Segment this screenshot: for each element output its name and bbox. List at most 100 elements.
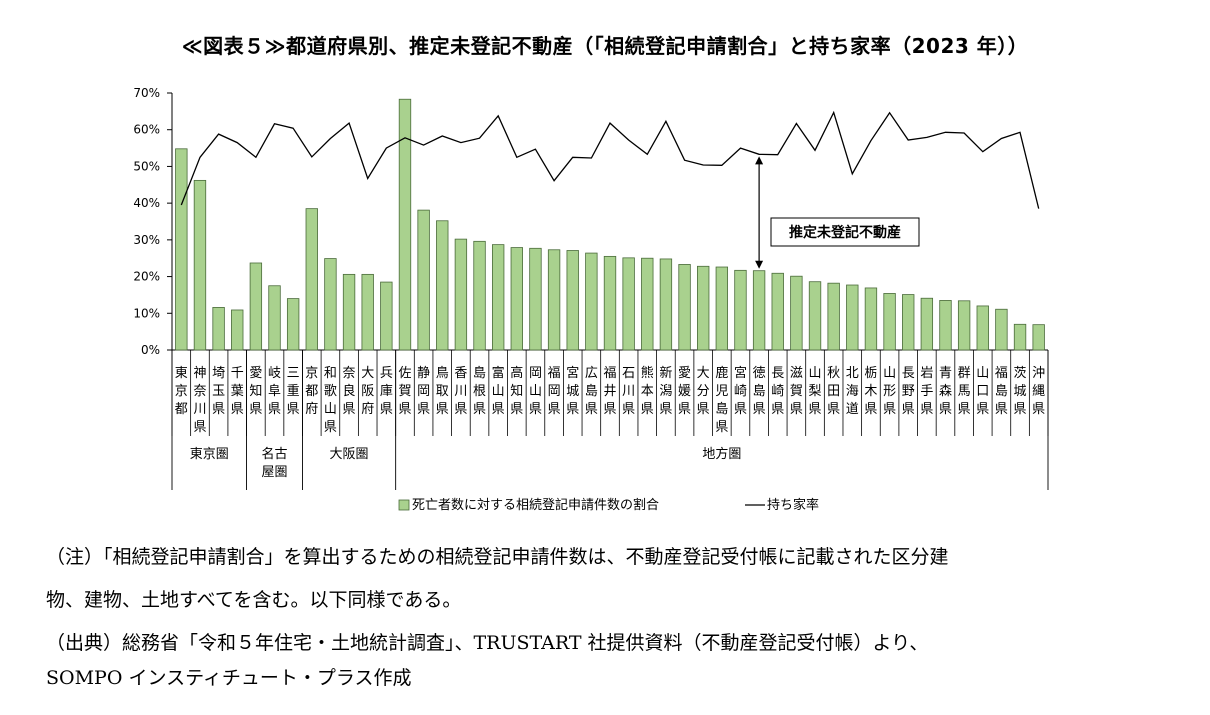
bar	[957, 300, 971, 351]
bar	[510, 247, 523, 351]
annotation-arrowhead-bottom	[755, 260, 764, 269]
y-tick-label: 20%	[133, 270, 160, 284]
bar	[529, 247, 542, 351]
x-tick-label: 長崎県	[771, 366, 784, 417]
bar	[547, 249, 561, 351]
x-tick-label: 京都府	[305, 366, 318, 417]
x-tick-label: 鳥取県	[436, 366, 449, 417]
legend-bar-label: 死亡者数に対する相続登記申請件数の割合	[412, 497, 659, 513]
x-tick-label: 広島県	[585, 366, 598, 417]
x-tick-label: 島根県	[473, 366, 486, 417]
bar	[454, 238, 468, 351]
group-label: 東京圏	[190, 446, 229, 462]
x-tick-label: 和歌山県	[324, 366, 337, 435]
bar	[491, 244, 505, 351]
bar	[212, 307, 225, 351]
x-tick-label: 北海道	[846, 366, 859, 417]
x-tick-label: 福岡県	[548, 366, 561, 417]
bar	[268, 285, 281, 351]
x-tick-label: 鹿児島県	[715, 365, 728, 435]
bar	[659, 258, 673, 351]
bar	[771, 272, 784, 351]
x-tick-label: 高知県	[510, 365, 523, 417]
x-tick-label: 愛媛県	[678, 366, 691, 417]
x-tick-label: 秋田県	[827, 366, 840, 417]
x-tick-label: 奈良県	[343, 366, 356, 417]
y-tick-label: 0%	[141, 343, 160, 357]
x-tick-label: 兵庫県	[380, 366, 393, 417]
bar	[398, 98, 412, 351]
x-tick-label: 岡山県	[529, 366, 542, 417]
bar	[305, 208, 318, 351]
bar	[249, 262, 263, 351]
x-tick-label: 千葉県	[231, 366, 244, 417]
x-tick-label: 熊本県	[641, 365, 654, 417]
group-label: 地方圏	[702, 446, 741, 462]
x-tick-label: 佐賀県	[398, 366, 411, 417]
group-label: 名古屋圏	[262, 446, 288, 480]
note-line-3: （出典）総務省「令和５年住宅・土地統計調査」、TRUSTART 社提供資料（不動…	[46, 632, 929, 654]
x-tick-label: 福井県	[603, 366, 616, 417]
bar	[622, 257, 635, 351]
x-tick-label: 石川県	[622, 366, 635, 417]
x-tick-label: 沖縄県	[1032, 366, 1045, 417]
bar	[697, 265, 710, 351]
x-tick-label: 青森県	[939, 366, 952, 417]
bar	[846, 284, 859, 351]
bar	[361, 273, 374, 351]
x-tick-label: 福島県	[995, 366, 1008, 417]
bar	[790, 275, 803, 351]
x-tick-label: 新潟県	[659, 365, 672, 417]
x-tick-label: 愛知県	[249, 366, 262, 417]
annotation-label: 推定未登記不動産	[789, 224, 901, 241]
bar	[342, 273, 356, 351]
bar	[193, 179, 207, 351]
x-tick-label: 東京都	[175, 365, 188, 417]
x-tick-label: 群馬県	[958, 366, 971, 417]
bar	[286, 298, 300, 351]
legend-line-label: 持ち家率	[767, 497, 819, 513]
bar	[417, 209, 430, 351]
x-tick-label: 栃木県	[864, 366, 877, 417]
x-tick-label: 茨城県	[1014, 366, 1027, 417]
x-tick-label: 徳島県	[753, 366, 766, 417]
bar	[436, 220, 449, 351]
bar	[939, 300, 952, 351]
x-tick-label: 山形県	[883, 366, 896, 417]
bar	[603, 255, 617, 351]
bar	[752, 270, 766, 351]
bar	[715, 266, 729, 351]
bar	[995, 308, 1008, 351]
x-tick-label: 長野県	[902, 366, 915, 417]
x-tick-label: 大分県	[697, 366, 710, 417]
bar	[920, 297, 934, 351]
x-tick-label: 山梨県	[809, 366, 822, 417]
bar	[678, 264, 691, 351]
bar	[175, 148, 188, 351]
bar	[808, 281, 822, 351]
y-tick-label: 10%	[133, 306, 160, 320]
x-tick-label: 宮城県	[566, 365, 579, 417]
x-tick-label: 岐阜県	[268, 366, 281, 417]
bar	[902, 294, 915, 351]
bar	[1013, 323, 1027, 351]
bar	[641, 257, 654, 351]
x-tick-label: 三重県	[287, 366, 300, 417]
note-line-4: SOMPO インスティチュート・プラス作成	[46, 667, 412, 689]
x-tick-label: 富山県	[492, 365, 505, 417]
y-tick-label: 50%	[133, 159, 160, 173]
x-tick-label: 宮崎県	[734, 365, 747, 417]
bar	[231, 309, 244, 351]
x-tick-label: 岩手県	[920, 366, 933, 417]
bar	[324, 258, 337, 351]
x-tick-label: 滋賀県	[790, 366, 803, 417]
bar	[976, 305, 989, 351]
bar	[827, 282, 840, 351]
y-tick-label: 70%	[133, 86, 160, 100]
bar	[864, 287, 878, 351]
line-series-homeownership	[180, 110, 1040, 209]
y-tick-label: 40%	[133, 196, 160, 210]
x-tick-label: 神奈川県	[193, 366, 206, 435]
y-tick-label: 30%	[133, 233, 160, 247]
annotation-box	[770, 217, 920, 247]
